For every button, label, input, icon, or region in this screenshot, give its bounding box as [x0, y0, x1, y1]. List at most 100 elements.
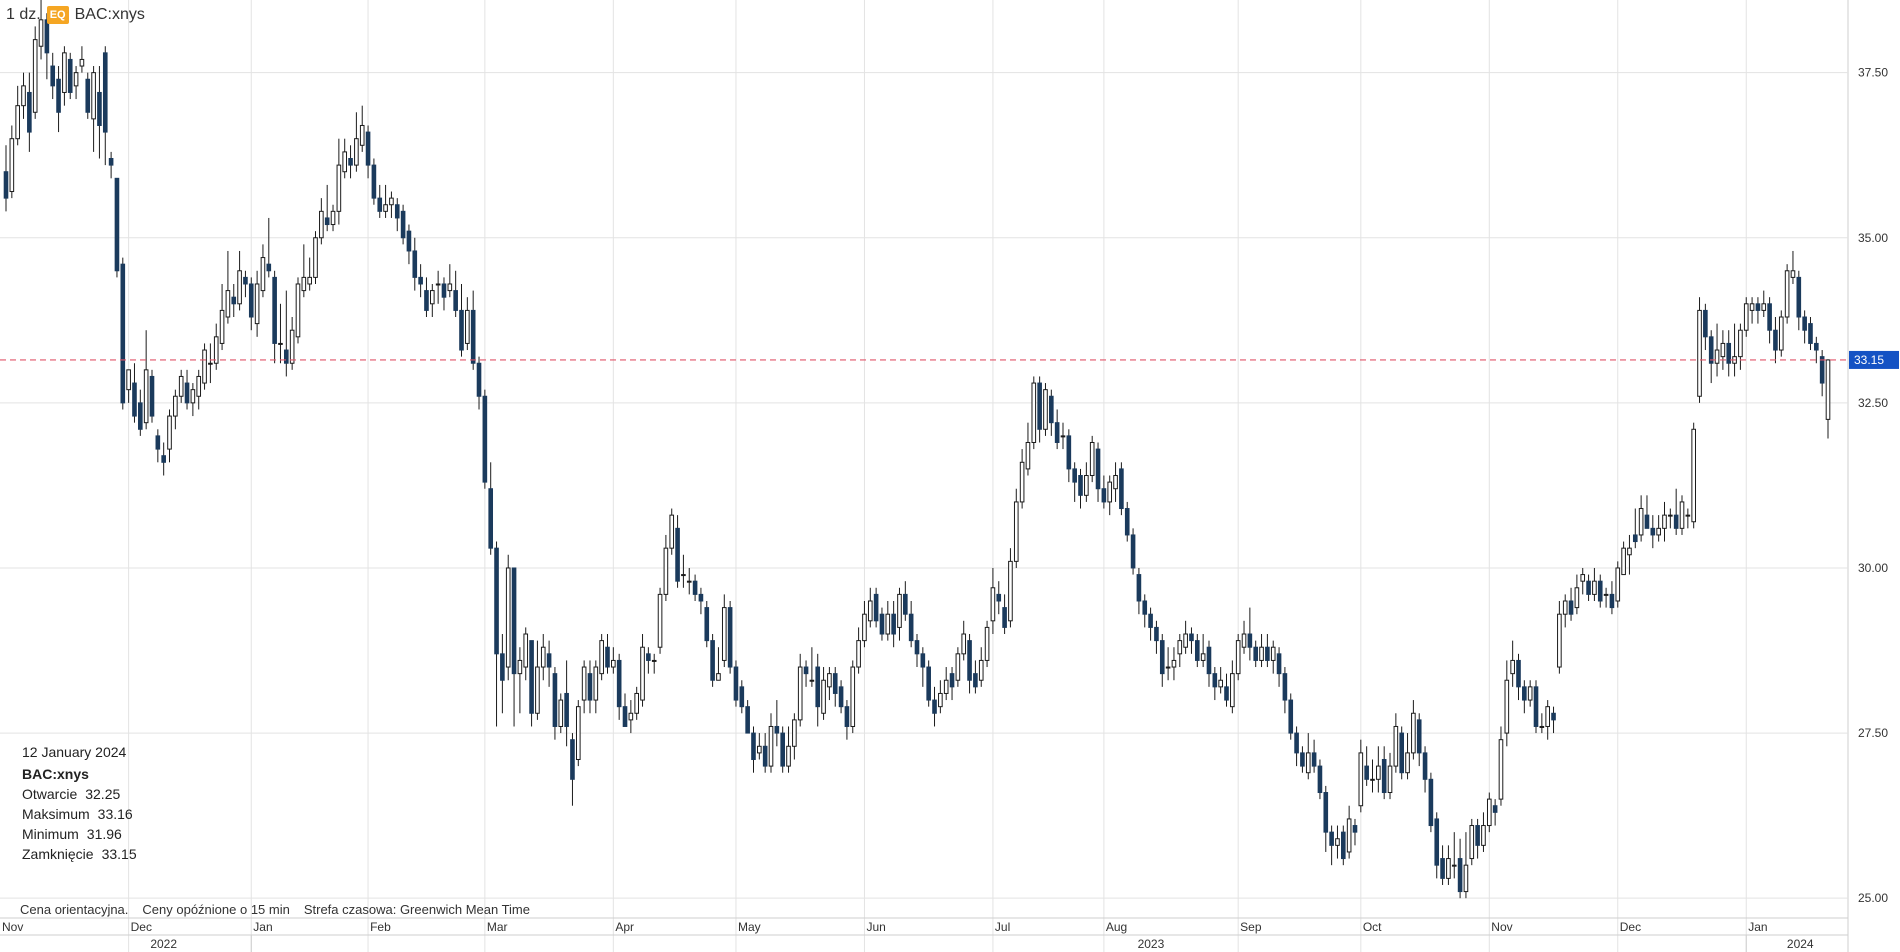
candle-body [686, 580, 692, 583]
candle-body [1545, 706, 1551, 727]
candle-body [1078, 475, 1083, 496]
x-year-label: 2024 [1787, 937, 1814, 951]
candle-body [640, 646, 645, 701]
candle [1825, 359, 1831, 439]
candle-body [733, 666, 739, 701]
candle-body [1738, 329, 1743, 358]
candle-body [161, 455, 166, 463]
candle [184, 369, 190, 410]
candle [1586, 574, 1591, 601]
candle [762, 733, 768, 773]
info-label: Zamknięcie [22, 846, 94, 862]
candle-body [289, 329, 295, 364]
candle [307, 257, 312, 291]
candle [546, 640, 552, 687]
candle [1656, 515, 1661, 542]
candle-body [3, 171, 9, 199]
candle [1819, 350, 1825, 397]
candle [324, 184, 330, 232]
candle-body [681, 574, 686, 577]
candle [1697, 297, 1702, 403]
candle [1165, 647, 1171, 681]
candle-body [1708, 336, 1714, 364]
candle-body [1358, 752, 1364, 807]
candle [1089, 435, 1095, 483]
candle-body [1685, 514, 1691, 517]
candle-body [1679, 501, 1685, 529]
candle [1668, 508, 1673, 529]
candle [1130, 528, 1136, 575]
candle-body [774, 725, 780, 734]
candle-body [278, 342, 283, 345]
candle [1124, 501, 1130, 542]
candle-body [599, 640, 604, 675]
candle-body [1154, 626, 1159, 642]
candle [1796, 270, 1802, 331]
candle-body [272, 276, 277, 344]
candle [1790, 250, 1796, 284]
candle-body [91, 72, 96, 120]
candle [1755, 297, 1761, 324]
candle [797, 653, 803, 727]
candle-body [1749, 303, 1755, 311]
candle [1428, 772, 1434, 833]
candle [1259, 634, 1264, 668]
candle [394, 198, 400, 232]
candle [1568, 587, 1574, 621]
candle [1317, 759, 1323, 800]
candle-body [1218, 679, 1223, 688]
candle-body [651, 659, 657, 662]
candle-body [1101, 488, 1107, 503]
candle-body [1428, 778, 1434, 827]
candle-body [213, 336, 219, 364]
candle [1411, 700, 1416, 760]
candle-body [1446, 858, 1451, 879]
candle-body [628, 712, 634, 721]
candle-body [1194, 640, 1200, 661]
candle-body [1265, 646, 1270, 661]
candle [1732, 323, 1737, 377]
candle [1002, 594, 1007, 635]
last-price-badge [1849, 350, 1899, 369]
candle-body [465, 309, 470, 344]
candle [1364, 746, 1369, 786]
x-tick-label: Jan [1748, 920, 1767, 934]
candle-body [85, 78, 91, 113]
candle [739, 680, 745, 714]
last-price-line: 33.15 [0, 350, 1899, 369]
candle [1142, 594, 1148, 628]
candle [371, 158, 377, 205]
candle-body [605, 646, 610, 668]
candle-body [558, 699, 564, 727]
candle [313, 231, 318, 284]
candle-body [879, 613, 885, 635]
candle-body [1510, 659, 1515, 675]
candle-body [15, 105, 20, 140]
candle-body [1825, 359, 1831, 420]
candle-body [978, 659, 984, 681]
candle-body [1778, 316, 1784, 351]
candle-body [453, 290, 458, 311]
y-tick-label: 27.50 [1858, 726, 1888, 740]
candle-body [669, 514, 675, 549]
candle [476, 356, 482, 410]
candle-body [1346, 818, 1352, 853]
candle [1463, 832, 1469, 899]
candle [792, 713, 797, 760]
x-year-label: 2023 [1138, 937, 1165, 951]
candle [1370, 759, 1375, 793]
candle-body [307, 276, 312, 285]
candle-body [1673, 514, 1679, 529]
candle-body [1364, 765, 1369, 780]
symbol-label[interactable]: BAC:xnys [74, 6, 145, 23]
candle-body [570, 739, 575, 780]
interval-label[interactable]: 1 dz. [6, 6, 41, 23]
candle [1778, 310, 1784, 357]
candle [1323, 785, 1329, 852]
candle [774, 700, 780, 747]
candle [301, 244, 307, 298]
candle [289, 317, 295, 370]
candle-body [529, 640, 534, 714]
info-symbol: BAC:xnys [22, 766, 89, 782]
